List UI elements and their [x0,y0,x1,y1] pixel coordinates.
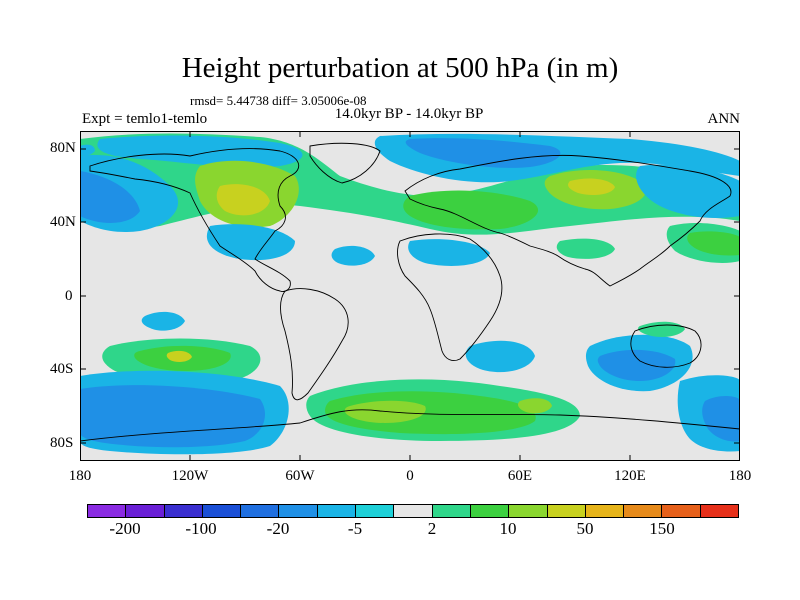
coastline-north-america [89,148,300,292]
colorbar-label: 150 [649,519,675,538]
anomaly-region [216,184,270,216]
anomaly-region [636,164,740,218]
x-tick-label: 0 [406,468,414,484]
colorbar-label: 50 [576,519,594,538]
x-tick-label: 60W [285,468,315,484]
anomaly-region [597,349,676,381]
colorbar-label: -100 [185,519,217,538]
anomaly-region [80,385,265,448]
y-tick-label: 0 [65,288,73,304]
colorbar-segment [662,505,701,517]
colorbar [87,504,739,518]
colorbar-segment [700,505,739,517]
colorbar-segment [126,505,165,517]
anomaly-region [141,311,185,331]
y-tick-label: 80S [50,435,74,451]
colorbar-label: -20 [266,519,290,538]
plot-title: Height perturbation at 500 hPa (in m) [181,52,619,84]
x-tick-label: 180 [68,468,92,484]
colorbar-label: -200 [109,519,141,538]
coastline-eurasia [404,154,732,287]
coastlines [80,142,740,442]
anomaly-region [403,190,539,230]
anomaly-region [687,231,740,256]
colorbar-segment [164,505,203,517]
anomaly-region [97,135,303,168]
colorbar-segment [509,505,548,517]
colorbar-segment [356,505,395,517]
plot-subtitle: 14.0kyr BP - 14.0kyr BP [334,106,484,122]
x-tick-label: 180 [728,468,752,484]
colorbar-label: -5 [347,519,363,538]
experiment-label: Expt = temlo1-temlo [82,111,208,127]
anomaly-region [518,398,552,414]
colorbar-segment [202,505,242,517]
y-tick-label: 40N [50,214,76,230]
season-label: ANN [707,111,741,127]
colorbar-segment [432,505,471,517]
coastline-australia [630,324,702,368]
colorbar-label: 10 [499,519,517,538]
anomaly-region [568,178,615,195]
colorbar-segment [279,505,318,517]
anomaly-region [556,238,615,259]
colorbar-segment [241,505,280,517]
colorbar-segment [585,505,625,517]
anomaly-region [465,340,535,373]
colorbar-segment [394,505,433,517]
coastline-africa [397,233,503,362]
coastline-antarctica [80,409,740,442]
anomaly-region [408,239,490,266]
colorbar-label: 2 [427,519,437,538]
anomaly-region [405,138,561,168]
x-tick-label: 60E [507,468,533,484]
coastline-south-america [280,288,349,401]
colorbar-segment [88,505,127,517]
rmsd-stats: rmsd= 5.44738 diff= 3.05006e-08 [190,93,367,108]
contour-map [80,131,740,461]
anomaly-region [80,171,140,223]
coastline-greenland [309,142,381,184]
axis-ticks [80,131,740,461]
anomaly-region [80,144,95,156]
x-tick-label: 120W [171,468,209,484]
colorbar-segment [624,505,663,517]
colorbar-segment [470,505,510,517]
colorbar-segment [317,505,357,517]
anomaly-region [331,245,375,266]
colorbar-segment [547,505,586,517]
x-tick-label: 120E [614,468,646,484]
anomaly-region [166,350,192,362]
anomaly-region [702,396,740,442]
y-tick-label: 80N [50,140,76,156]
y-tick-label: 40S [50,361,74,377]
